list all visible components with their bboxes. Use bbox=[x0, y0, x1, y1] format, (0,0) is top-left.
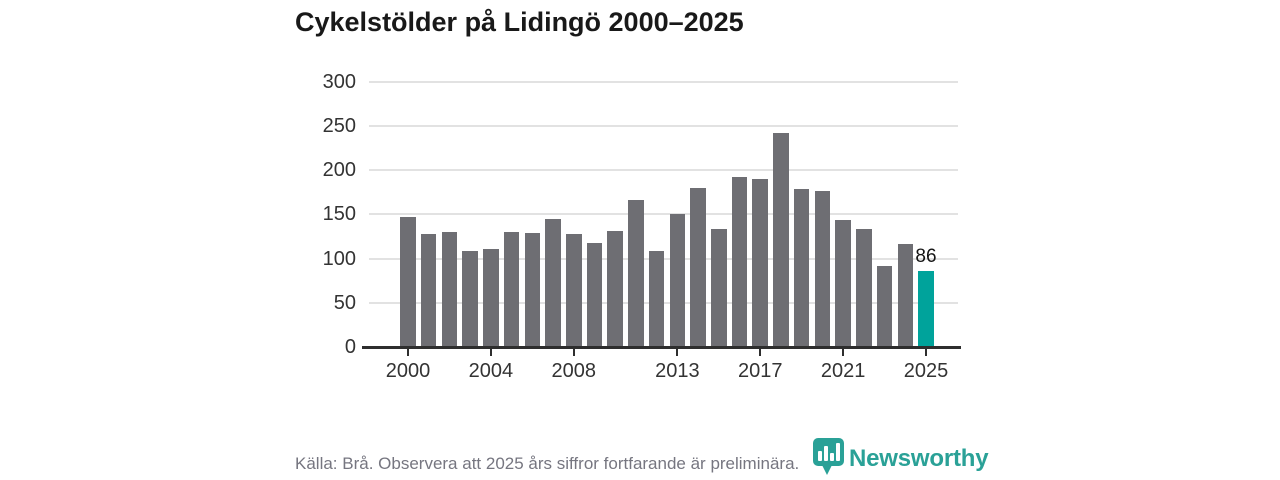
y-axis-label-50: 50 bbox=[333, 291, 356, 314]
y-axis-label-100: 100 bbox=[322, 247, 356, 270]
page-title: Cykelstölder på Lidingö 2000–2025 bbox=[295, 7, 744, 37]
x-axis-label-2008: 2008 bbox=[551, 360, 597, 382]
bar-2012 bbox=[648, 251, 665, 347]
x-axis-label-2000: 2000 bbox=[385, 360, 431, 382]
bar-2021 bbox=[835, 219, 851, 347]
x-axis-label-2021: 2021 bbox=[820, 360, 866, 382]
x-tick-2017 bbox=[759, 349, 762, 356]
value-annotation-2025: 86 bbox=[915, 245, 937, 267]
y-axis-label-200: 200 bbox=[322, 159, 356, 181]
x-tick-2000 bbox=[407, 349, 409, 356]
bar-2009 bbox=[586, 242, 603, 347]
x-tick-2013 bbox=[676, 349, 679, 356]
bar-2007 bbox=[545, 218, 561, 347]
x-axis-label-2017: 2017 bbox=[737, 360, 783, 382]
x-axis-label-2004: 2004 bbox=[468, 360, 514, 382]
x-tick-2021 bbox=[842, 349, 845, 356]
bar-2020 bbox=[814, 191, 831, 347]
brand-name: Newsworthy bbox=[849, 445, 989, 472]
bar-2016 bbox=[731, 177, 748, 347]
x-tick-2008 bbox=[572, 349, 575, 356]
bar-2010 bbox=[607, 231, 623, 347]
bar-2000 bbox=[400, 216, 416, 347]
bar-2003 bbox=[462, 251, 478, 347]
bar-2022 bbox=[856, 229, 872, 347]
bar-2008 bbox=[566, 233, 582, 347]
y-axis-label-0: 0 bbox=[344, 336, 356, 358]
x-axis-label-2025: 2025 bbox=[903, 360, 949, 382]
y-axis-label-250: 250 bbox=[322, 114, 356, 137]
bar-2004 bbox=[483, 248, 499, 347]
gridline-150 bbox=[369, 213, 958, 216]
bar-2015 bbox=[711, 229, 727, 347]
bar-2002 bbox=[441, 231, 458, 347]
bar-2011 bbox=[628, 200, 644, 347]
bar-2001 bbox=[420, 233, 437, 347]
bar-2005 bbox=[503, 231, 520, 347]
brand-logo: Newsworthy bbox=[813, 438, 989, 480]
x-tick-2025 bbox=[925, 349, 927, 356]
x-axis-line bbox=[362, 346, 961, 349]
gridline-300 bbox=[369, 80, 958, 83]
newsworthy-logo-icon bbox=[813, 438, 844, 480]
gridline-200 bbox=[369, 169, 958, 171]
y-axis-label-300: 300 bbox=[322, 70, 356, 93]
x-axis-label-2013: 2013 bbox=[655, 360, 700, 382]
bar-2025 bbox=[918, 270, 934, 347]
bar-2023 bbox=[876, 265, 893, 347]
bar-2017 bbox=[752, 178, 768, 347]
source-note: Källa: Brå. Observera att 2025 års siffr… bbox=[295, 454, 800, 473]
gridline-250 bbox=[369, 124, 958, 127]
bar-2019 bbox=[793, 189, 810, 347]
bar-2014 bbox=[690, 187, 706, 347]
y-axis-label-150: 150 bbox=[322, 203, 356, 226]
x-tick-2004 bbox=[489, 349, 492, 356]
bar-2024 bbox=[897, 244, 914, 347]
bar-2013 bbox=[669, 214, 686, 347]
bar-2006 bbox=[524, 232, 541, 347]
bar-2018 bbox=[773, 132, 789, 347]
